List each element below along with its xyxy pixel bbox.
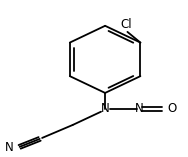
Text: N: N (5, 141, 14, 154)
Text: O: O (167, 102, 176, 115)
Text: N: N (101, 102, 109, 115)
Text: Cl: Cl (121, 18, 132, 31)
Text: N: N (135, 102, 144, 115)
